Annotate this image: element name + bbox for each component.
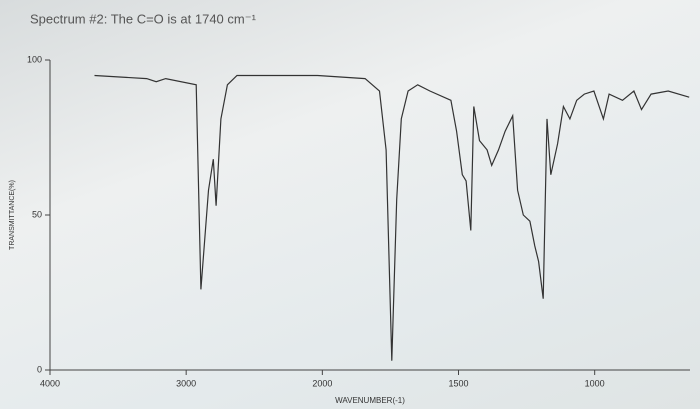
y-tick-label: 0 <box>37 364 42 374</box>
y-axis-label: TRANSMITTANCE(%) <box>9 180 16 250</box>
x-axis-label: WAVENUMBER(-1) <box>335 396 405 405</box>
x-tick-label: 3000 <box>176 378 196 388</box>
x-tick-label: 1000 <box>585 378 605 388</box>
chart-title: Spectrum #2: The C=O is at 1740 cm⁻¹ <box>30 11 257 26</box>
x-tick-label: 4000 <box>40 378 60 388</box>
x-tick-label: 2000 <box>312 378 332 388</box>
x-tick-label: 1500 <box>448 378 468 388</box>
y-tick-label: 100 <box>27 54 42 64</box>
spectrum-line <box>94 74 690 361</box>
y-tick-label: 50 <box>32 209 42 219</box>
